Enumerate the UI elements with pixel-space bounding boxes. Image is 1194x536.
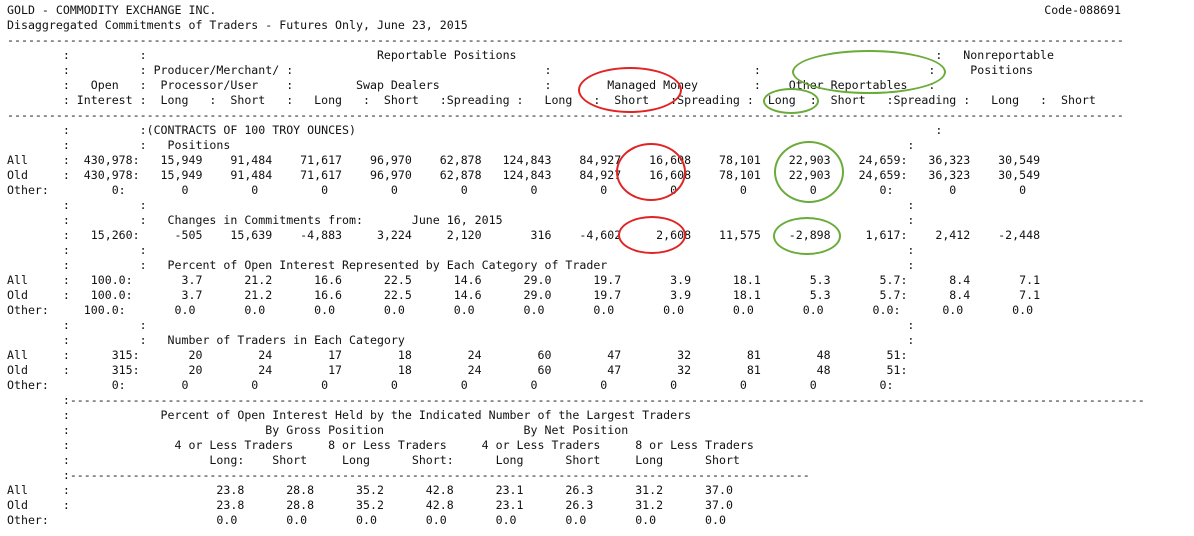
- report-line: Other: 0: 0 0 0 0 0 0 0 0 0 0 0:: [7, 378, 894, 392]
- report-line: All : 315: 20 24 17 18 24 60 47 32 81 48…: [7, 348, 908, 362]
- report-line: Old : 100.0: 3.7 21.2 16.6 22.5 14.6 29.…: [7, 288, 1041, 302]
- report-line: : Percent of Open Interest Held by the I…: [7, 408, 692, 422]
- report-line: : Interest : Long : Short : Long : Short…: [7, 93, 1096, 107]
- report-line: Other: 100.0: 0.0 0.0 0.0 0.0 0.0 0.0 0.…: [7, 303, 1034, 317]
- report-subtitle: Disaggregated Commitments of Traders - F…: [7, 18, 468, 32]
- report-line: : : Number of Traders in Each Category :: [7, 333, 915, 347]
- report-line: : : Percent of Open Interest Represented…: [7, 258, 915, 272]
- report-line: : 15,260: -505 15,639 -4,883 3,224 2,120…: [7, 228, 1041, 242]
- report-line: :---------------------------------------…: [7, 393, 1145, 407]
- report-line: Old : 23.8 28.8 35.2 42.8 23.1 26.3 31.2…: [7, 498, 733, 512]
- report-line: : By Gross Position By Net Position: [7, 423, 629, 437]
- report-line: All : 100.0: 3.7 21.2 16.6 22.5 14.6 29.…: [7, 273, 1041, 287]
- report-line: : : Changes in Commitments from: June 16…: [7, 213, 915, 227]
- report-line: ----------------------------------------…: [7, 33, 1124, 47]
- report-title: GOLD - COMMODITY EXCHANGE INC.: [7, 3, 217, 17]
- report-line: : 4 or Less Traders 8 or Less Traders 4 …: [7, 438, 754, 452]
- report-line: All : 430,978: 15,949 91,484 71,617 96,9…: [7, 153, 1041, 167]
- report-line: : Long: Short Long Short: Long Short Lon…: [7, 453, 740, 467]
- report-code: Code-088691: [1044, 3, 1121, 17]
- report-line: : : :: [7, 198, 915, 212]
- report-line: : : Producer/Merchant/ : : : : Positions: [7, 63, 1034, 77]
- report-line: Other: 0.0 0.0 0.0 0.0 0.0 0.0 0.0 0.0: [7, 513, 726, 527]
- report-line: Other: 0: 0 0 0 0 0 0 0 0 0 0 0: 0 0: [7, 183, 1027, 197]
- report-line: : :(CONTRACTS OF 100 TROY OUNCES) :: [7, 123, 943, 137]
- report-line: Old : 315: 20 24 17 18 24 60 47 32 81 48…: [7, 363, 908, 377]
- report-line: : : Positions :: [7, 138, 915, 152]
- report-line: : Open : Processor/User : Swap Dealers :…: [7, 78, 936, 92]
- report-line: ----------------------------------------…: [7, 108, 1124, 122]
- report-line: : : Reportable Positions : Nonreportable: [7, 48, 1055, 62]
- report-line: : : :: [7, 318, 915, 332]
- report-line: Old : 430,978: 15,949 91,484 71,617 96,9…: [7, 168, 1041, 182]
- report-line: :---------------------------------------…: [7, 468, 810, 482]
- report-line: All : 23.8 28.8 35.2 42.8 23.1 26.3 31.2…: [7, 483, 733, 497]
- report-line: : : :: [7, 243, 915, 257]
